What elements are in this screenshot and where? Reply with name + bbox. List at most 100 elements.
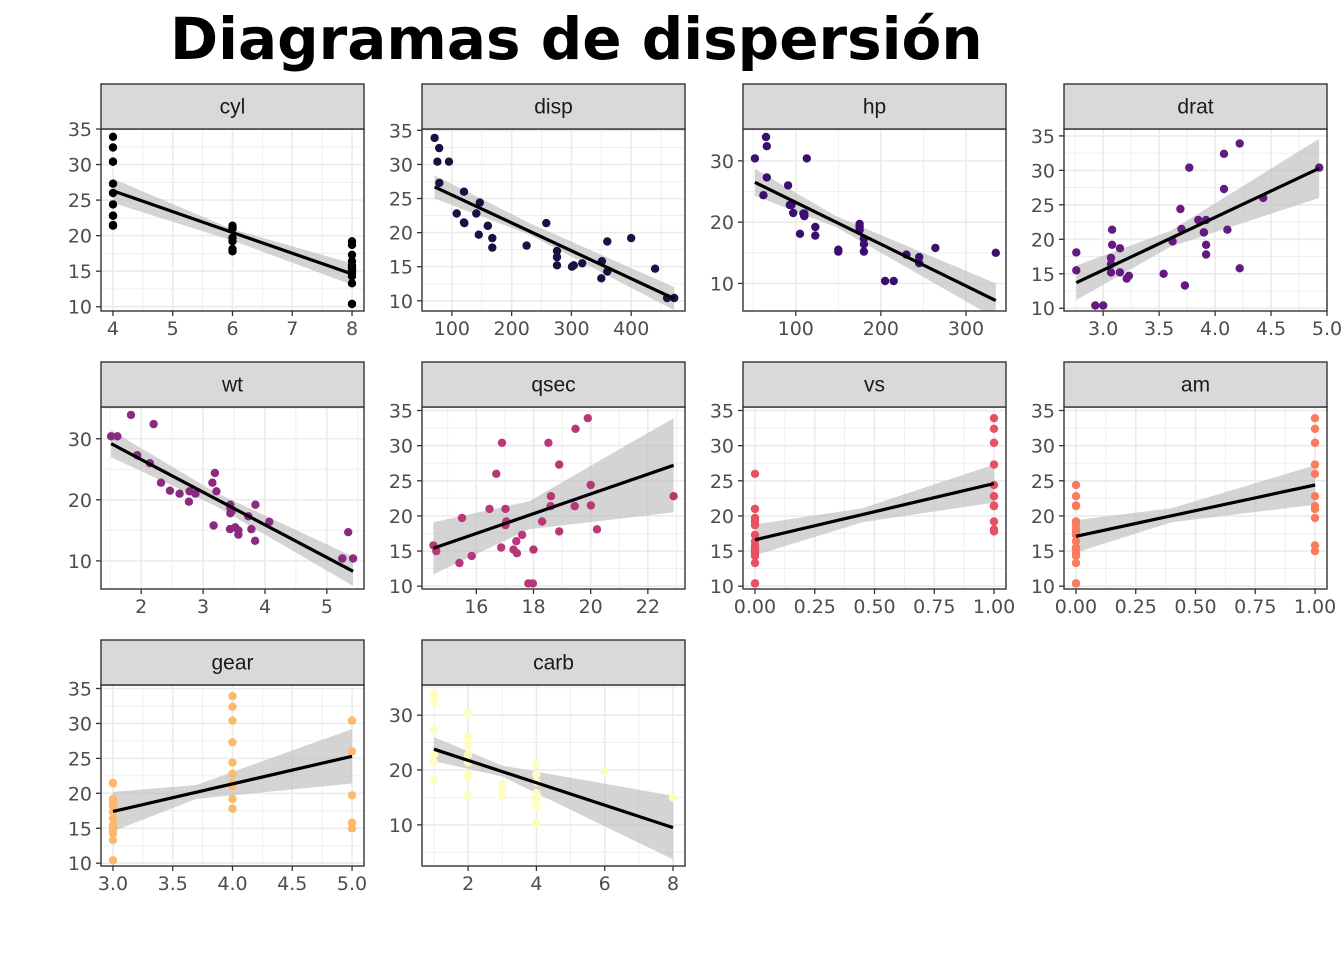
data-point bbox=[750, 530, 760, 540]
data-point bbox=[532, 760, 541, 769]
x-tick-label: 5 bbox=[167, 318, 179, 340]
regression-line bbox=[433, 747, 674, 830]
data-point bbox=[210, 468, 220, 478]
data-point bbox=[108, 200, 118, 209]
regression-line bbox=[433, 185, 675, 301]
data-point bbox=[586, 480, 595, 490]
confidence-band bbox=[1076, 465, 1315, 553]
data-point bbox=[347, 716, 357, 725]
data-point bbox=[989, 492, 999, 501]
y-tick-label: 30 bbox=[68, 429, 92, 451]
data-point bbox=[859, 247, 869, 256]
data-point bbox=[149, 419, 158, 429]
facet-panel-carb: carb 2 4 6 8 10 20 30 bbox=[389, 639, 686, 895]
confidence-band bbox=[755, 464, 994, 556]
data-point bbox=[429, 776, 439, 785]
data-point bbox=[762, 142, 771, 151]
data-point bbox=[344, 528, 353, 537]
x-tick-label: 0.75 bbox=[1234, 596, 1276, 618]
data-point bbox=[228, 738, 237, 747]
y-tick-label: 35 bbox=[68, 678, 92, 700]
data-point bbox=[460, 218, 469, 228]
data-point bbox=[1219, 149, 1229, 158]
x-tick-label: 2 bbox=[135, 596, 147, 618]
data-point bbox=[552, 246, 562, 256]
data-point bbox=[452, 209, 461, 218]
data-point bbox=[492, 469, 501, 478]
facet-panel-disp: disp 100 200 300 400 10 15 20 25 30 35 bbox=[389, 83, 686, 340]
y-tick-label: 20 bbox=[1031, 506, 1055, 528]
y-tick-label: 10 bbox=[710, 273, 734, 295]
data-point bbox=[989, 424, 999, 433]
facet-strip bbox=[742, 83, 1007, 130]
data-point bbox=[1091, 301, 1100, 310]
x-tick-label: 4.0 bbox=[1200, 318, 1230, 340]
x-tick-label: 22 bbox=[636, 596, 660, 618]
y-tick-label: 10 bbox=[710, 576, 734, 598]
data-point bbox=[498, 780, 507, 789]
data-point bbox=[650, 264, 660, 273]
facet-panel-wt: wt 2 3 4 5 10 20 30 bbox=[68, 361, 365, 618]
data-point bbox=[517, 530, 527, 540]
data-point bbox=[165, 486, 175, 495]
data-point bbox=[108, 211, 118, 220]
y-tick-label: 35 bbox=[1031, 401, 1055, 423]
x-tick-label: 4.5 bbox=[1256, 318, 1286, 340]
y-tick-label: 35 bbox=[68, 119, 92, 141]
x-tick-label: 400 bbox=[613, 318, 649, 340]
x-tick-label: 100 bbox=[778, 318, 814, 340]
data-point bbox=[1201, 240, 1211, 249]
data-point bbox=[750, 513, 760, 523]
data-point bbox=[457, 513, 467, 523]
data-point bbox=[592, 525, 602, 534]
y-tick-label: 30 bbox=[68, 713, 92, 735]
data-point bbox=[834, 247, 843, 256]
regression-line bbox=[754, 482, 995, 542]
data-points bbox=[108, 692, 357, 865]
y-tick-label: 10 bbox=[68, 297, 92, 319]
data-point bbox=[544, 438, 553, 447]
data-point bbox=[532, 788, 541, 798]
data-point bbox=[226, 509, 235, 518]
regression-line bbox=[432, 463, 675, 550]
gridlines bbox=[422, 129, 685, 311]
data-point bbox=[524, 579, 533, 588]
y-tick-label: 25 bbox=[389, 189, 413, 211]
regression-line bbox=[754, 180, 997, 303]
facet-panel-hp: hp 100 200 300 10 20 30 bbox=[710, 83, 1007, 340]
data-point bbox=[795, 229, 805, 238]
data-point bbox=[228, 233, 237, 242]
data-point bbox=[347, 747, 357, 756]
data-point bbox=[444, 157, 454, 166]
data-point bbox=[472, 209, 481, 218]
data-point bbox=[108, 143, 118, 152]
data-point bbox=[185, 487, 194, 496]
facet-strip bbox=[742, 361, 1007, 408]
data-point bbox=[750, 154, 760, 163]
x-tick-label: 3.5 bbox=[158, 873, 188, 895]
data-point bbox=[429, 757, 439, 766]
data-point bbox=[1194, 215, 1203, 225]
data-point bbox=[989, 501, 999, 511]
data-point bbox=[265, 517, 274, 526]
facet-label: qsec bbox=[531, 374, 575, 397]
data-point bbox=[603, 237, 612, 246]
data-point bbox=[106, 432, 116, 441]
y-tick-label: 20 bbox=[389, 506, 413, 528]
data-point bbox=[522, 241, 531, 250]
data-point bbox=[750, 558, 760, 568]
gridlines bbox=[743, 407, 1006, 589]
y-tick-label: 10 bbox=[389, 291, 413, 313]
data-point bbox=[108, 856, 118, 865]
x-tick-label: 3 bbox=[197, 596, 209, 618]
y-tick-label: 20 bbox=[68, 226, 92, 248]
x-tick-label: 300 bbox=[948, 318, 984, 340]
data-point bbox=[532, 794, 541, 804]
data-point bbox=[108, 778, 118, 787]
data-point bbox=[1310, 501, 1320, 511]
x-tick-label: 4 bbox=[107, 318, 119, 340]
data-point bbox=[1071, 517, 1081, 526]
data-point bbox=[1115, 268, 1125, 277]
data-point bbox=[586, 501, 596, 510]
